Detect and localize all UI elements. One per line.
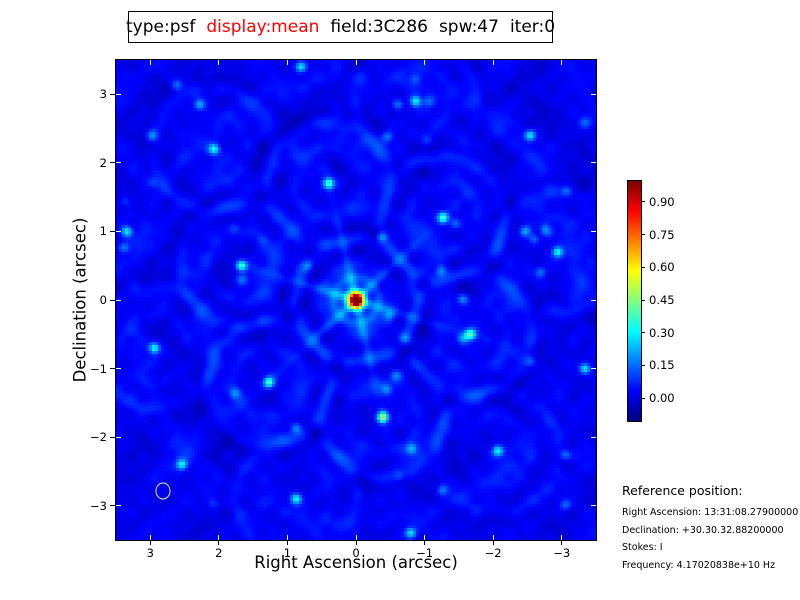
colorbar-tick [641, 332, 645, 334]
reference-frequency: Frequency: 4.17020838e+10 Hz [622, 559, 776, 571]
y-inner-tick-left [116, 230, 121, 232]
reference-dec: Declination: +30.30.32.88200000 [622, 524, 784, 536]
x-outer-tick [355, 541, 357, 545]
y-outer-tick [110, 368, 115, 370]
x-inner-tick-top [218, 60, 220, 65]
y-inner-tick-left [116, 368, 121, 370]
colorbar-tick-label: 0.75 [649, 227, 675, 242]
x-inner-tick-bottom [149, 535, 151, 540]
reference-heading: Reference position: [622, 483, 743, 498]
title-item-3: spw:47 [438, 17, 499, 37]
colorbar-tick-label: 0.90 [649, 194, 675, 209]
y-outer-tick [110, 299, 115, 301]
colorbar-tick [641, 364, 645, 366]
title-item-0: type:psf [125, 17, 196, 37]
y-outer-tick [110, 505, 115, 507]
x-tick-label: −3 [553, 546, 571, 560]
y-tick-label: 1 [99, 224, 107, 239]
x-inner-tick-bottom [355, 535, 357, 540]
x-axis-label: Right Ascension (arcsec) [254, 553, 458, 572]
y-outer-tick [110, 93, 115, 95]
x-inner-tick-top [561, 60, 563, 65]
x-outer-tick [492, 541, 494, 545]
beam-ellipse-marker [155, 482, 171, 500]
x-outer-tick [286, 541, 288, 545]
x-outer-tick [424, 541, 426, 545]
x-inner-tick-bottom [286, 535, 288, 540]
y-outer-tick [110, 436, 115, 438]
y-inner-tick-left [116, 505, 121, 507]
y-tick-label: 2 [99, 155, 107, 170]
x-tick-label: 0 [352, 546, 360, 560]
x-inner-tick-bottom [561, 535, 563, 540]
colorbar-tick [641, 201, 645, 203]
y-tick-label: −2 [90, 430, 107, 445]
x-outer-tick [561, 541, 563, 545]
x-tick-label: −2 [484, 546, 502, 560]
x-inner-tick-top [355, 60, 357, 65]
colorbar-tick-label: 0.00 [649, 391, 675, 406]
y-inner-tick-right [591, 299, 596, 301]
colorbar-tick [641, 299, 645, 301]
x-inner-tick-bottom [424, 535, 426, 540]
x-inner-tick-top [286, 60, 288, 65]
y-axis-label: Declination (arcsec) [70, 217, 90, 383]
y-tick-label: 3 [99, 87, 107, 102]
colorbar-tick-label: 0.60 [649, 260, 675, 275]
psf-heatmap-image[interactable] [116, 60, 596, 540]
y-inner-tick-right [591, 162, 596, 164]
colorbar-tick-label: 0.15 [649, 358, 675, 373]
y-inner-tick-left [116, 93, 121, 95]
y-tick-label: −1 [90, 361, 107, 376]
plot-area[interactable] [115, 59, 597, 541]
x-tick-label: 2 [215, 546, 223, 560]
reference-position-block: Reference position: Right Ascension: 13:… [622, 483, 798, 577]
y-inner-tick-left [116, 436, 121, 438]
x-outer-tick [218, 541, 220, 545]
reference-stokes: Stokes: I [622, 542, 663, 553]
colorbar-tick [641, 234, 645, 236]
y-tick-label: −3 [90, 498, 107, 513]
title-box: type:psf display:mean field:3C286 spw:47 ite… [125, 11, 556, 43]
x-inner-tick-bottom [492, 535, 494, 540]
colorbar [627, 180, 642, 422]
title-item-4: iter:0 [509, 17, 556, 37]
colorbar-tick [641, 266, 645, 268]
y-inner-tick-right [591, 436, 596, 438]
x-tick-label: 1 [283, 546, 292, 560]
y-outer-tick [110, 162, 115, 164]
x-inner-tick-top [424, 60, 426, 65]
y-outer-tick [110, 230, 115, 232]
title-item-2: field:3C286 [330, 17, 428, 37]
colorbar-tick-label: 0.30 [649, 325, 675, 340]
y-inner-tick-right [591, 230, 596, 232]
x-tick-label: 3 [146, 546, 154, 560]
x-outer-tick [149, 541, 151, 545]
y-inner-tick-right [591, 368, 596, 370]
colorbar-tick-label: 0.45 [649, 293, 675, 307]
y-inner-tick-left [116, 299, 121, 301]
x-inner-tick-top [149, 60, 151, 65]
reference-ra: Right Ascension: 13:31:08.27900000 [622, 507, 799, 518]
y-inner-tick-right [591, 93, 596, 95]
title-item-1: display:mean [206, 17, 320, 37]
y-tick-label: 0 [99, 293, 107, 307]
x-inner-tick-bottom [218, 535, 220, 540]
colorbar-tick [641, 397, 645, 399]
y-inner-tick-left [116, 162, 121, 164]
colorbar-gradient [628, 181, 641, 421]
y-inner-tick-right [591, 505, 596, 507]
x-inner-tick-top [492, 60, 494, 65]
x-tick-label: −1 [416, 546, 434, 560]
